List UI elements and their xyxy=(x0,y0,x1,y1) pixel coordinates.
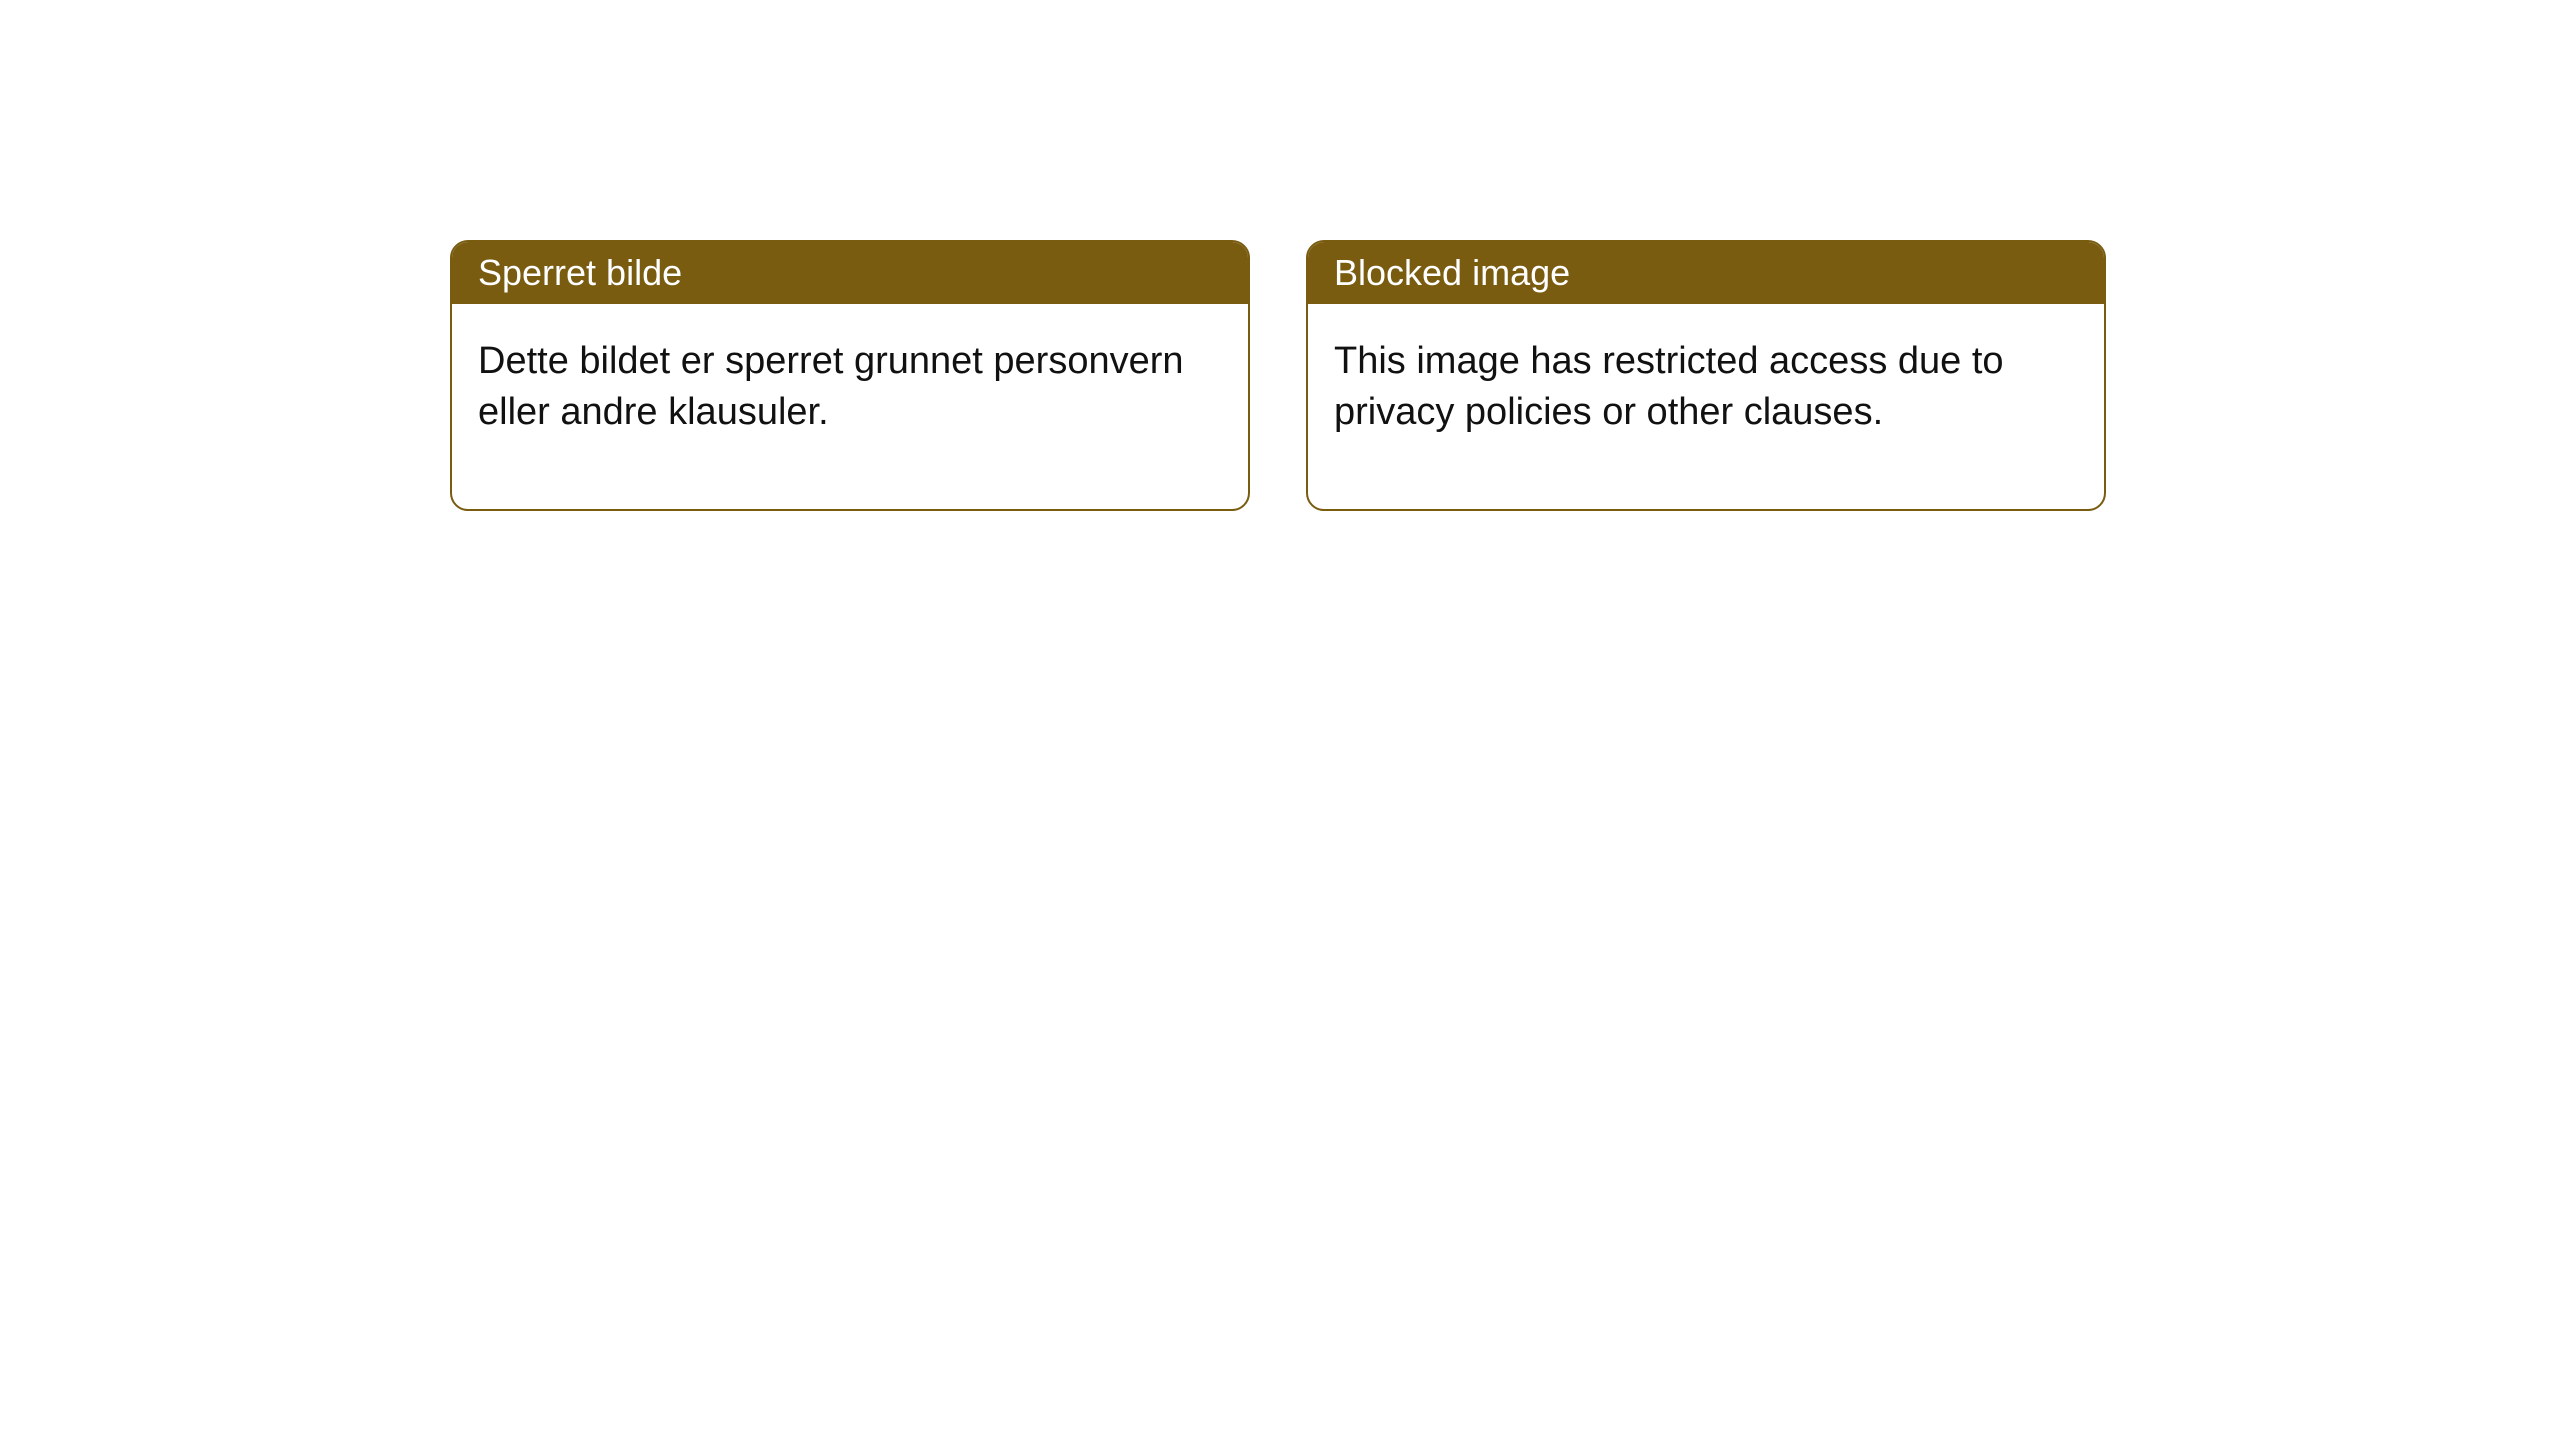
notice-title-en: Blocked image xyxy=(1308,242,2104,304)
notice-body-no: Dette bildet er sperret grunnet personve… xyxy=(452,304,1248,509)
notice-title-no: Sperret bilde xyxy=(452,242,1248,304)
notices-container: Sperret bilde Dette bildet er sperret gr… xyxy=(450,240,2106,511)
notice-card-no: Sperret bilde Dette bildet er sperret gr… xyxy=(450,240,1250,511)
notice-card-en: Blocked image This image has restricted … xyxy=(1306,240,2106,511)
notice-body-en: This image has restricted access due to … xyxy=(1308,304,2104,509)
